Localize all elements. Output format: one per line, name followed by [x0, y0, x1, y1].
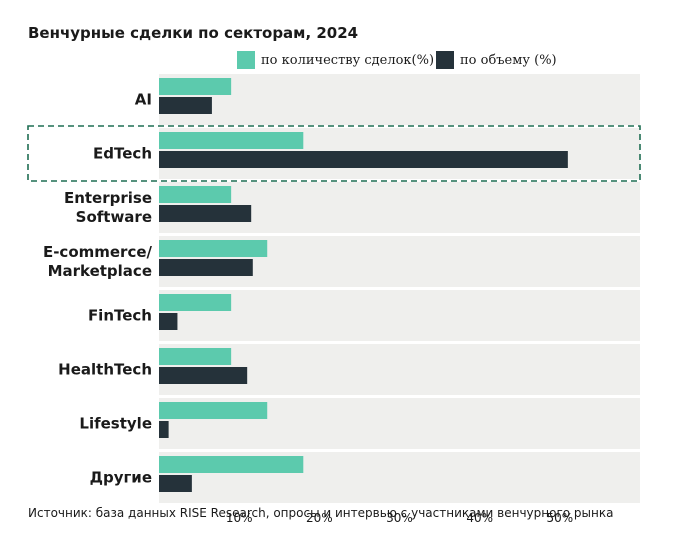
bar-volume [159, 313, 178, 330]
bar-volume [159, 421, 169, 438]
x-tick-label: 50% [546, 511, 573, 525]
category-label: HealthTech [58, 361, 152, 379]
source-note: Источник: база данных RISE Research, опр… [28, 506, 613, 520]
bar-count [159, 78, 232, 95]
x-tick-label: 20% [306, 511, 333, 525]
x-tick-label: 10% [226, 511, 253, 525]
highlight-outline [27, 125, 641, 182]
x-tick-label: 30% [386, 511, 413, 525]
bar-count [159, 402, 268, 419]
bar-count [159, 186, 232, 203]
bar-volume [159, 259, 253, 276]
category-label: Другие [90, 469, 152, 487]
category-label: Marketplace [48, 262, 152, 280]
legend-swatch-volume [436, 51, 454, 69]
x-tick-label: 40% [466, 511, 493, 525]
legend-swatch-count [237, 51, 255, 69]
row-background [159, 74, 640, 125]
category-label: Software [76, 208, 152, 226]
bar-volume [159, 367, 248, 384]
legend-label-volume: по объему (%) [460, 53, 557, 68]
category-label: Lifestyle [79, 415, 152, 433]
bar-count [159, 240, 268, 257]
bar-volume [159, 475, 192, 492]
category-label: AI [135, 91, 152, 109]
legend: по количеству сделок(%) по объему (%) [237, 51, 557, 69]
row-background [159, 290, 640, 341]
bar-volume [159, 97, 212, 114]
category-label: FinTech [88, 307, 152, 325]
bar-count [159, 132, 304, 149]
bar-count [159, 348, 232, 365]
bar-count [159, 456, 304, 473]
category-label: EdTech [93, 145, 152, 163]
chart-title: Венчурные сделки по секторам, 2024 [28, 24, 358, 42]
legend-label-count: по количеству сделок(%) [261, 53, 434, 68]
bar-volume [159, 205, 252, 222]
bar-volume [159, 151, 568, 168]
category-label: E-commerce/ [43, 243, 153, 261]
category-label: Enterprise [64, 189, 152, 207]
bar-count [159, 294, 232, 311]
